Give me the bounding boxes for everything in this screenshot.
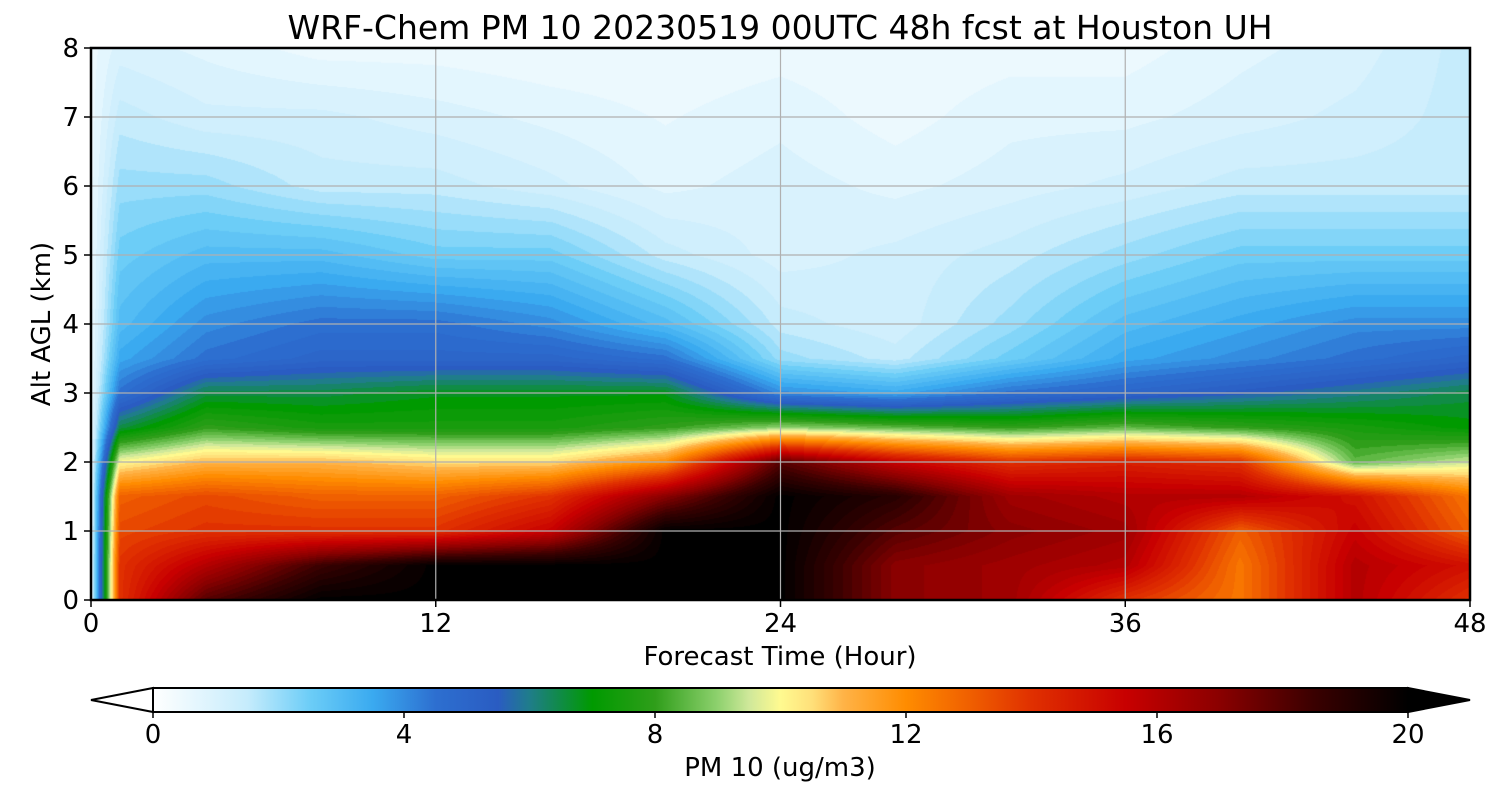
colorbar-ticks: 0 4 8 12 16 20 — [145, 712, 1425, 750]
colorbar-tick-label: 8 — [647, 720, 664, 750]
x-tick-label: 36 — [1109, 609, 1142, 639]
colorbar-extend-low — [90, 686, 154, 714]
colorbar-label: PM 10 (ug/m3) — [684, 753, 876, 783]
y-tick-label: 6 — [62, 172, 79, 202]
y-tick-label: 3 — [62, 379, 79, 409]
y-tick-label: 0 — [62, 586, 79, 616]
y-tick-label: 7 — [62, 103, 79, 133]
x-tick-label: 48 — [1453, 609, 1486, 639]
y-tick-label: 8 — [62, 34, 79, 64]
colorbar-tick-label: 12 — [889, 720, 922, 750]
x-tick-label: 12 — [419, 609, 452, 639]
x-axis-label: Forecast Time (Hour) — [643, 642, 916, 672]
colorbar-extend-high — [1407, 686, 1471, 714]
colorbar-tick-label: 4 — [396, 720, 413, 750]
y-axis-ticks: 0 1 2 3 4 5 6 7 8 — [62, 34, 91, 616]
chart-title: WRF-Chem PM 10 20230519 00UTC 48h fcst a… — [287, 8, 1272, 47]
colorbar-body — [152, 687, 1409, 713]
colorbar: 0 4 8 12 16 20 — [90, 686, 1471, 750]
y-tick-label: 4 — [62, 310, 79, 340]
x-axis-ticks: 0 12 24 36 48 — [83, 600, 1487, 639]
y-axis-label: Alt AGL (km) — [27, 242, 57, 406]
y-tick-label: 2 — [62, 448, 79, 478]
y-tick-label: 5 — [62, 241, 79, 271]
colorbar-tick-label: 0 — [145, 720, 162, 750]
y-tick-label: 1 — [62, 517, 79, 547]
colorbar-tick-label: 20 — [1391, 720, 1424, 750]
x-tick-label: 24 — [764, 609, 797, 639]
colorbar-tick-label: 16 — [1140, 720, 1173, 750]
x-tick-label: 0 — [83, 609, 100, 639]
